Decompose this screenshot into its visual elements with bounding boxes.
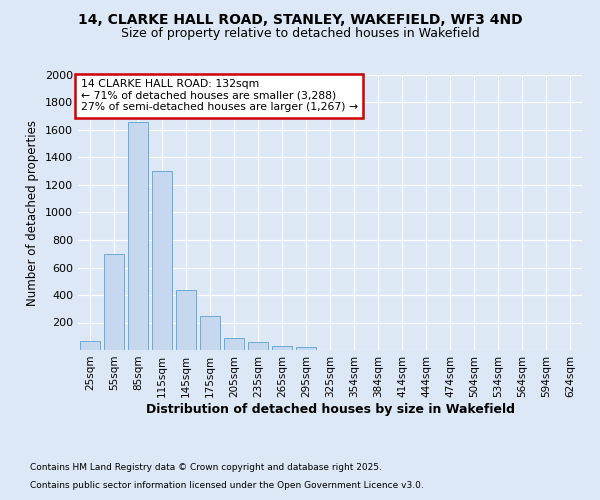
- Text: 14, CLARKE HALL ROAD, STANLEY, WAKEFIELD, WF3 4ND: 14, CLARKE HALL ROAD, STANLEY, WAKEFIELD…: [77, 12, 523, 26]
- Text: Contains HM Land Registry data © Crown copyright and database right 2025.: Contains HM Land Registry data © Crown c…: [30, 464, 382, 472]
- Bar: [248, 342, 268, 350]
- Text: Contains public sector information licensed under the Open Government Licence v3: Contains public sector information licen…: [30, 481, 424, 490]
- Bar: [128, 122, 148, 350]
- Bar: [80, 341, 100, 350]
- Text: Size of property relative to detached houses in Wakefield: Size of property relative to detached ho…: [121, 28, 479, 40]
- X-axis label: Distribution of detached houses by size in Wakefield: Distribution of detached houses by size …: [146, 402, 515, 415]
- Bar: [152, 170, 172, 350]
- Bar: [176, 290, 196, 350]
- Y-axis label: Number of detached properties: Number of detached properties: [26, 120, 40, 306]
- Bar: [296, 346, 316, 350]
- Bar: [200, 316, 220, 350]
- Text: 14 CLARKE HALL ROAD: 132sqm
← 71% of detached houses are smaller (3,288)
27% of : 14 CLARKE HALL ROAD: 132sqm ← 71% of det…: [80, 79, 358, 112]
- Bar: [272, 346, 292, 350]
- Bar: [224, 338, 244, 350]
- Bar: [104, 254, 124, 350]
